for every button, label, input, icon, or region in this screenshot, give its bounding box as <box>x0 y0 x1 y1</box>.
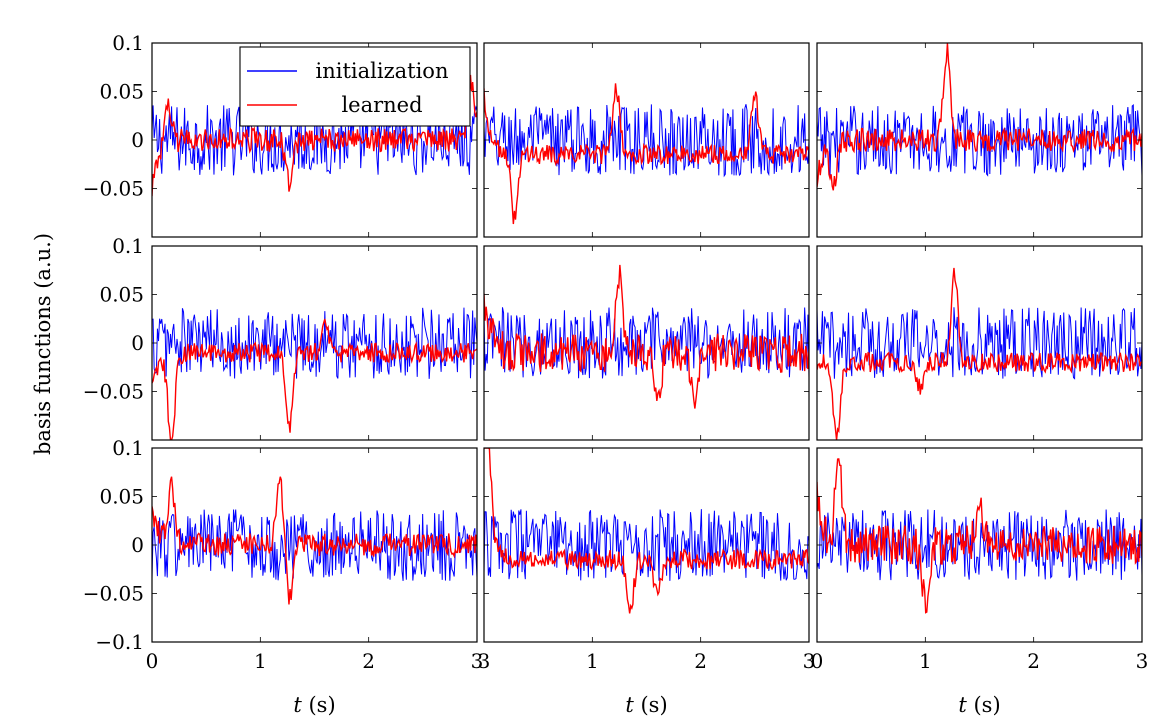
y-tick-label: 0.05 <box>99 80 144 104</box>
x-tick-label: 3 <box>478 649 491 673</box>
x-tick-label: 0 <box>811 649 824 673</box>
x-axis-variable: t <box>958 693 967 717</box>
x-axis-label-1: t (s) <box>293 693 335 717</box>
x-axis-unit: (s) <box>634 693 668 717</box>
x-axis-unit: (s) <box>302 693 336 717</box>
x-tick-label: 2 <box>694 649 707 673</box>
subplot-4: 0.1 0.05 0 −0.05 <box>83 234 478 441</box>
subplot-5 <box>483 245 810 441</box>
series-learned-line <box>152 74 477 197</box>
y-tick-label: −0.05 <box>83 177 144 201</box>
x-tick-label: 0 <box>146 649 159 673</box>
series-initialization-line <box>817 307 1142 380</box>
x-tick-label: 3 <box>471 649 484 673</box>
series-learned-line <box>152 476 477 605</box>
subplot-grid: 0.1 0.05 0 −0.05 0.1 0.05 0 −0.05 0.1 0.05 0 −0.05 −… <box>83 31 1149 673</box>
y-tick-label: 0.1 <box>112 436 144 460</box>
legend-label-learned: learned <box>341 93 422 117</box>
series-learned-line <box>484 448 809 614</box>
y-tick-label: 0 <box>131 128 144 152</box>
legend: initialization learned <box>239 46 471 127</box>
x-tick-label: 1 <box>919 649 932 673</box>
y-tick-label: 0 <box>131 331 144 355</box>
x-tick-label: 3 <box>803 649 816 673</box>
y-tick-label: −0.1 <box>95 630 144 654</box>
x-tick-label: 1 <box>254 649 267 673</box>
x-axis-unit: (s) <box>967 693 1001 717</box>
x-tick-label: 1 <box>586 649 599 673</box>
series-learned-line <box>484 83 809 225</box>
subplot-frame <box>816 245 1143 441</box>
subplot-2 <box>483 42 810 238</box>
x-tick-label: 3 <box>1136 649 1149 673</box>
series-initialization-line <box>817 509 1142 581</box>
x-axis-label-2: t (s) <box>625 693 667 717</box>
subplot-frame <box>483 42 810 238</box>
x-tick-label: 2 <box>1027 649 1040 673</box>
series-learned-line <box>152 318 477 440</box>
series-initialization-line <box>484 104 809 178</box>
legend-box <box>239 46 471 127</box>
series-learned-line <box>817 458 1142 614</box>
x-axis-label-3: t (s) <box>958 693 1000 717</box>
series-initialization-line <box>484 509 809 581</box>
subplot-3 <box>816 42 1143 238</box>
subplot-frame <box>483 447 810 643</box>
subplot-8: 3 1 2 3 <box>478 447 816 673</box>
x-axis-labels: t (s) t (s) t (s) <box>293 693 1000 717</box>
subplot-6 <box>816 245 1143 441</box>
series-learned-line <box>817 267 1142 440</box>
series-learned-line <box>817 43 1142 191</box>
y-tick-label: −0.05 <box>83 582 144 606</box>
y-axis-label: basis functions (a.u.) <box>31 233 55 455</box>
y-tick-label: 0 <box>131 533 144 557</box>
subplot-7: 0.10.050−0.05−0.10 1 2 3 <box>83 436 484 673</box>
x-tick-label: 2 <box>362 649 375 673</box>
x-axis-variable: t <box>625 693 634 717</box>
y-tick-label: −0.05 <box>83 380 144 404</box>
series-initialization-line <box>152 307 477 379</box>
y-tick-label: 0.05 <box>99 485 144 509</box>
subplot-9: 0 1 2 3 <box>811 447 1149 673</box>
series-initialization-line <box>817 104 1142 177</box>
y-tick-label: 0.1 <box>112 234 144 258</box>
legend-label-initialization: initialization <box>316 59 449 83</box>
y-tick-label: 0.1 <box>112 31 144 55</box>
y-tick-label: 0.05 <box>99 283 144 307</box>
series-learned-line <box>484 264 809 409</box>
subplot-1: 0.1 0.05 0 −0.05 <box>83 31 478 238</box>
x-axis-variable: t <box>293 693 302 717</box>
